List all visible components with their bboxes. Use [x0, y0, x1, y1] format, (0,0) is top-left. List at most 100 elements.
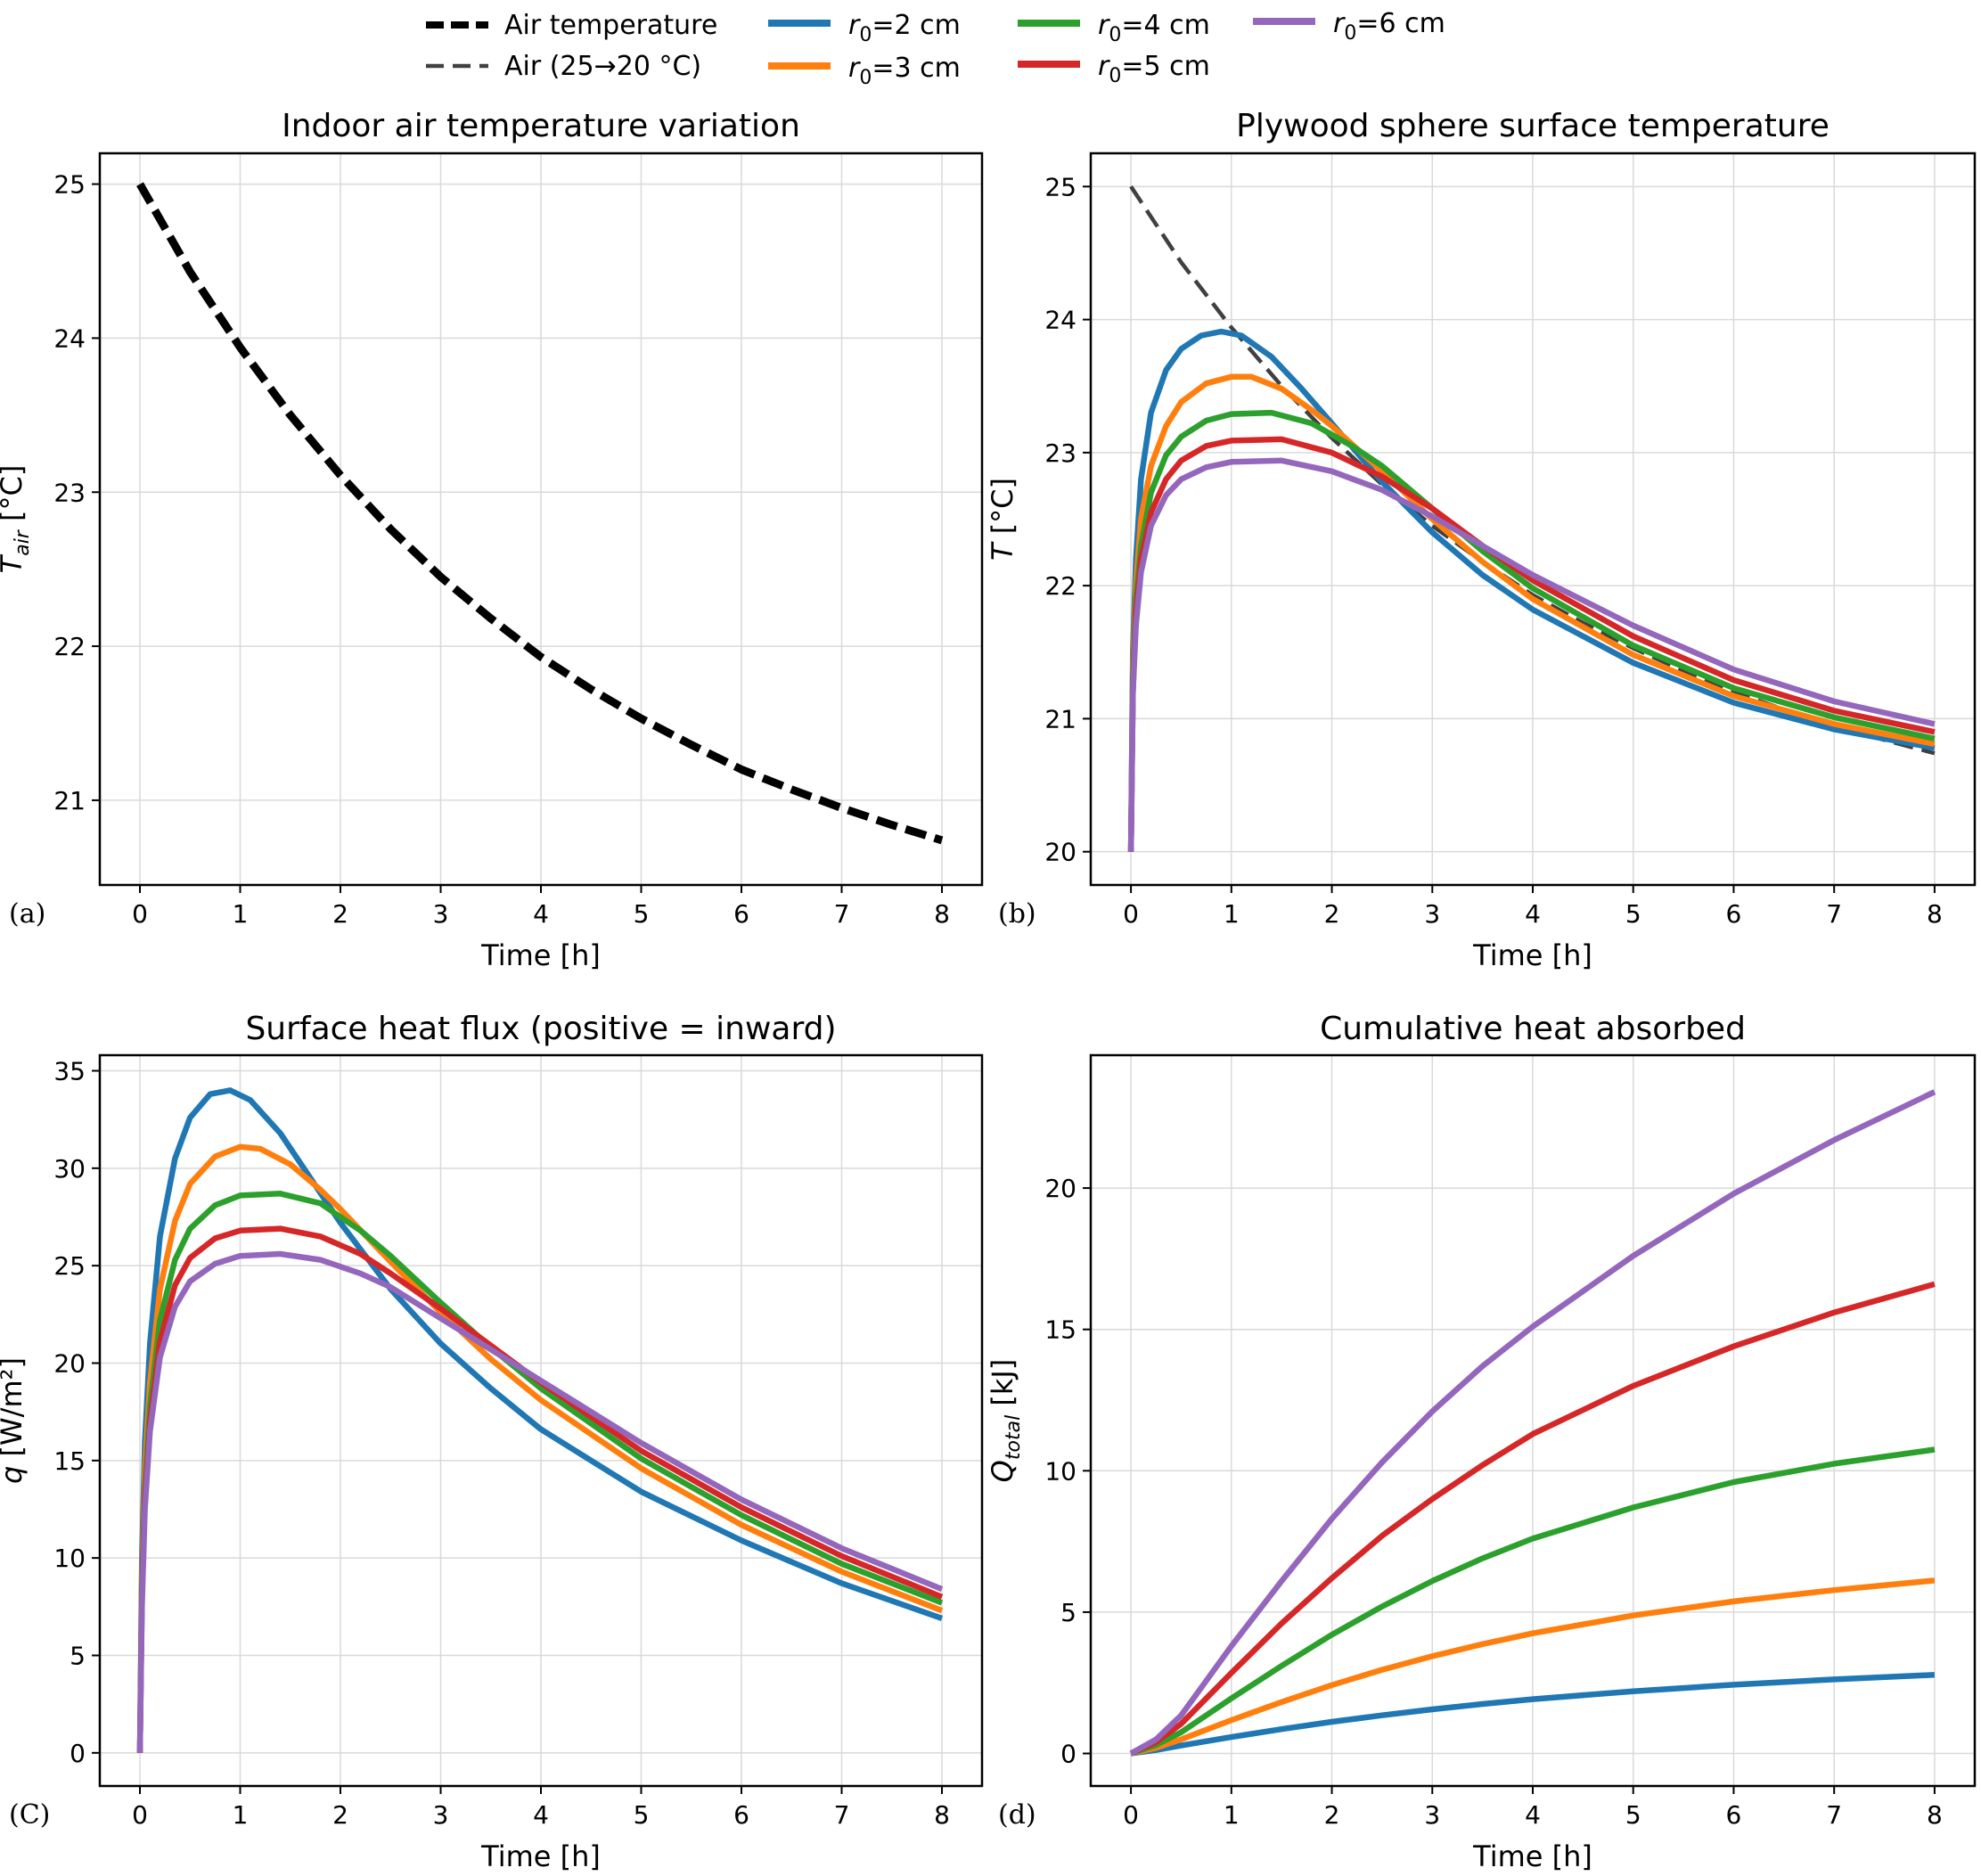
x-axis-label: Time [h] [1472, 938, 1592, 972]
panel-d: 0 1 2 3 4 5 6 7 8 0 5 10 15 20 Cumulative heat absorbe… [986, 1011, 1977, 1873]
y-tick-label: 15 [1044, 1315, 1076, 1345]
x-tick-label: 2 [332, 899, 348, 929]
legend-r4-sub: 0 [1109, 24, 1121, 46]
x-tick-label: 4 [1525, 1800, 1541, 1830]
y-tick-label: 21 [53, 786, 86, 815]
x-tick-label: 5 [1625, 1800, 1641, 1830]
series-line-r6 [1127, 457, 1936, 852]
x-tick-label: 0 [132, 1800, 148, 1830]
y-axis-label-sub: air [12, 528, 34, 556]
x-tick-label: 8 [934, 1800, 950, 1830]
series-line-r3 [136, 1143, 944, 1753]
x-tick-label: 8 [934, 899, 950, 929]
y-tick-label: 25 [1044, 172, 1076, 201]
y-axis-label-sub: total [1003, 1415, 1025, 1460]
x-axis-label: Time [h] [480, 1839, 601, 1873]
series-group [136, 1087, 944, 1753]
legend-r6-var: r [1333, 8, 1346, 39]
y-axis-label-var: Q [986, 1460, 1019, 1482]
legend-r4-rest: =4 cm [1121, 10, 1209, 41]
y-tick-label: 0 [70, 1739, 86, 1768]
x-tick-label: 5 [634, 899, 650, 929]
legend-label-r4: r0=4 cm [1098, 10, 1210, 46]
y-tick-label: 10 [53, 1544, 86, 1573]
y-tick-label: 20 [1044, 838, 1076, 867]
y-tick-label: 5 [70, 1641, 86, 1670]
legend-r3-var: r [848, 53, 861, 84]
panel-letter: (d) [998, 1799, 1036, 1831]
y-axis-label-unit: [°C] [0, 465, 29, 530]
series-group [1129, 1089, 1936, 1757]
x-tick-label: 8 [1927, 899, 1943, 929]
x-tick-label: 2 [1324, 1800, 1340, 1830]
y-axis-label-unit: [°C] [986, 478, 1019, 543]
x-tick-label: 0 [1123, 1800, 1139, 1830]
x-tick-label: 1 [1224, 899, 1240, 929]
x-tick-label: 0 [1123, 899, 1139, 929]
y-tick-label: 35 [53, 1056, 86, 1085]
series-line-r6 [136, 1250, 944, 1753]
series-line-r2 [1127, 328, 1936, 852]
x-tick-label: 4 [1525, 899, 1541, 929]
y-tick-label: 20 [53, 1348, 86, 1378]
legend-r6-rest: =6 cm [1356, 8, 1445, 39]
y-axis-label-var: T [0, 553, 29, 573]
x-tick-label: 3 [433, 899, 449, 929]
y-tick-label: 15 [53, 1446, 86, 1476]
y-tick-label: 30 [53, 1154, 86, 1184]
y-tick-label: 24 [53, 324, 86, 353]
series-line-r2 [1130, 1672, 1936, 1757]
legend-r3-sub: 0 [859, 67, 872, 89]
x-tick-label: 4 [533, 1800, 549, 1830]
y-axis-label: q [W/m²] [0, 1357, 29, 1484]
legend-label-r6: r0=6 cm [1333, 8, 1445, 45]
legend-label-air2: Air (25→20 °C) [504, 51, 701, 82]
x-axis-label: Time [h] [1472, 1839, 1592, 1873]
y-tick-label: 23 [53, 478, 86, 507]
series-line-air [136, 182, 944, 845]
legend-r3-rest: =3 cm [872, 53, 960, 84]
series-line-r2 [136, 1087, 944, 1753]
x-tick-label: 2 [332, 1800, 348, 1830]
legend-r2-rest: =2 cm [872, 10, 960, 41]
x-tick-label: 6 [733, 1800, 749, 1830]
series-line-r6 [1129, 1089, 1936, 1757]
y-axis-label: Tair [°C] [0, 465, 34, 574]
x-tick-label: 3 [1424, 1800, 1440, 1830]
legend-r6-sub: 0 [1344, 22, 1356, 45]
x-tick-label: 1 [233, 1800, 249, 1830]
x-tick-label: 2 [1324, 899, 1340, 929]
panel-title: Surface heat flux (positive = inward) [245, 1011, 836, 1047]
y-axis-label: Qtotal [kJ] [986, 1359, 1025, 1483]
y-tick-label: 5 [1060, 1598, 1076, 1627]
legend-r2-sub: 0 [859, 24, 872, 46]
panel-letter: (b) [998, 898, 1036, 930]
grid [1091, 1055, 1975, 1786]
y-axis-label-var: T [986, 541, 1019, 561]
legend-label-air: Air temperature [504, 10, 717, 41]
series-group [1127, 185, 1936, 852]
y-tick-label: 10 [1044, 1456, 1076, 1486]
y-tick-label: 25 [53, 1251, 86, 1281]
series-line-r5 [1129, 1281, 1936, 1757]
panel-title: Plywood sphere surface temperature [1236, 108, 1830, 144]
x-tick-label: 6 [1726, 1800, 1742, 1830]
legend-r5-sub: 0 [1109, 65, 1121, 87]
y-tick-label: 22 [1044, 571, 1076, 601]
y-tick-label: 24 [1044, 306, 1076, 335]
legend: Air temperature Air (25→20 °C) r0=2 cm r… [426, 8, 1445, 89]
series-line-r4 [1130, 1446, 1936, 1757]
x-tick-label: 7 [834, 899, 850, 929]
grid [100, 153, 982, 885]
legend-label-r2: r0=2 cm [848, 10, 961, 46]
x-tick-label: 3 [1424, 899, 1440, 929]
x-tick-label: 3 [433, 1800, 449, 1830]
legend-r4-var: r [1098, 10, 1110, 41]
panel-letter: (C) [9, 1799, 50, 1831]
series-group [136, 182, 944, 845]
